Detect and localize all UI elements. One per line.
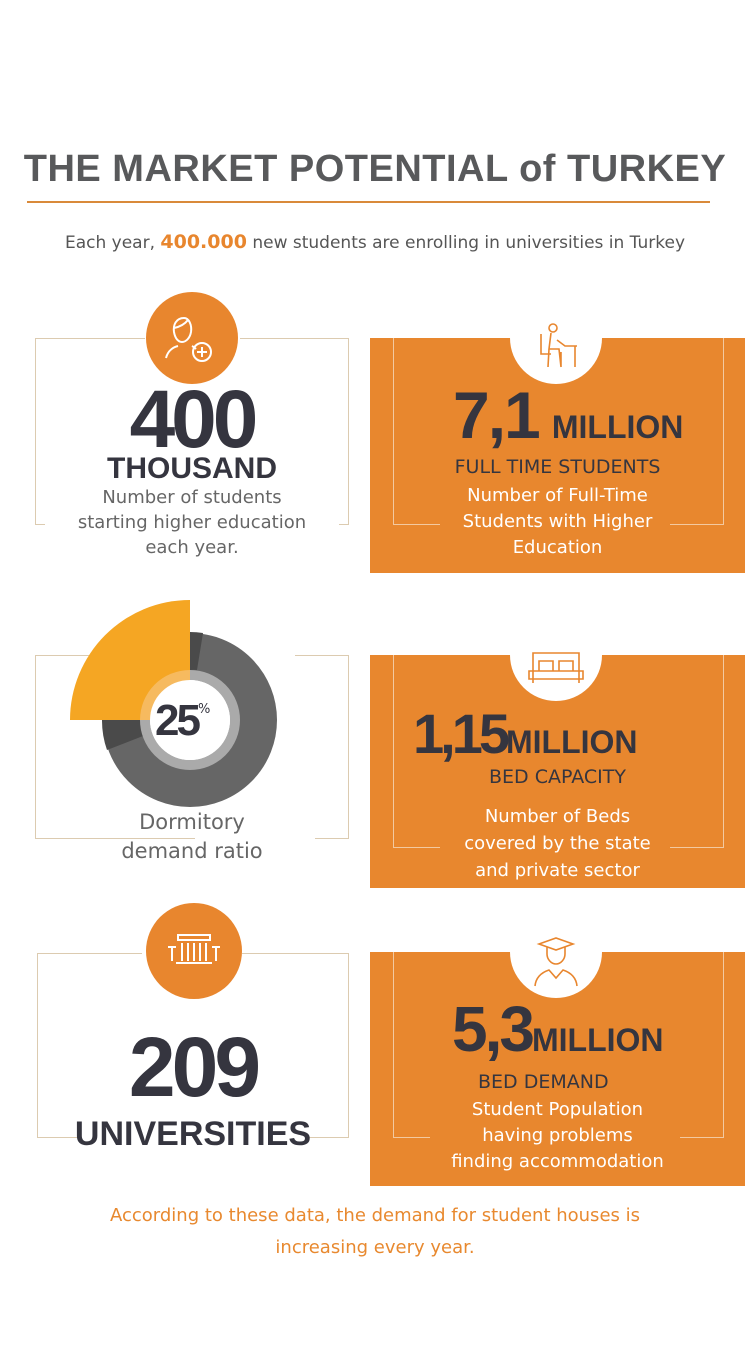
- stat-caption: BED DEMAND: [478, 1071, 609, 1093]
- donut-label: 25%: [155, 696, 211, 745]
- stat-value: 7,1: [453, 378, 541, 452]
- card-universities: 209 UNIVERSITIES: [37, 903, 349, 1153]
- stat-description: Dormitory demand ratio: [121, 810, 263, 863]
- university-building-icon: [146, 903, 242, 999]
- stat-unit: THOUSAND: [107, 452, 277, 485]
- donut-center: [150, 680, 230, 760]
- stat-unit: MILLION: [531, 1022, 664, 1058]
- dormitory-donut-chart: [70, 600, 277, 807]
- stat-value: 400: [129, 374, 259, 465]
- stat-description: Student Population having problems finding…: [451, 1099, 664, 1172]
- stat-value: 1,15: [413, 702, 510, 765]
- stat-description: Number of students starting higher educat…: [77, 487, 307, 558]
- stat-value: 5,3: [452, 993, 535, 1065]
- title-underline: [27, 201, 710, 203]
- donut-dark-segment: [190, 632, 203, 670]
- donut-dark-segment: [101, 720, 143, 750]
- stat-unit: MILLION: [506, 724, 638, 760]
- card-new-students: 400 THOUSAND Number of students starting …: [35, 292, 349, 558]
- card-dormitory-demand: 25% Dormitory demand ratio: [35, 600, 349, 870]
- stat-unit: MILLION: [551, 409, 684, 445]
- student-at-desk-icon: [510, 292, 602, 384]
- stat-description: Number of Full-Time Students with Higher E…: [462, 485, 653, 558]
- user-plus-icon: [146, 292, 238, 384]
- stat-caption: BED CAPACITY: [489, 766, 626, 788]
- card-full-time-students: 7,1 MILLION FULL TIME STUDENTS Number of…: [370, 292, 745, 573]
- footer-note: According to these data, the demand for …: [109, 1205, 640, 1258]
- stat-description: Number of Beds covered by the state and pr…: [464, 806, 651, 881]
- subtitle: Each year, 400.000 new students are enro…: [64, 231, 686, 253]
- card-bed-capacity: 1,15MILLION BED CAPACITY Number of Beds c…: [370, 609, 745, 888]
- stat-value: 209: [128, 1020, 261, 1114]
- subtitle-highlight: 400.000: [160, 231, 247, 253]
- stat-unit: UNIVERSITIES: [74, 1115, 312, 1153]
- graduate-icon: [510, 906, 602, 998]
- card-bed-demand: 5,3MILLION BED DEMAND Student Population…: [370, 906, 745, 1186]
- stat-caption: FULL TIME STUDENTS: [454, 456, 661, 478]
- bed-icon: [510, 609, 602, 701]
- page-title: THE MARKET POTENTIAL of TURKEY: [23, 148, 727, 190]
